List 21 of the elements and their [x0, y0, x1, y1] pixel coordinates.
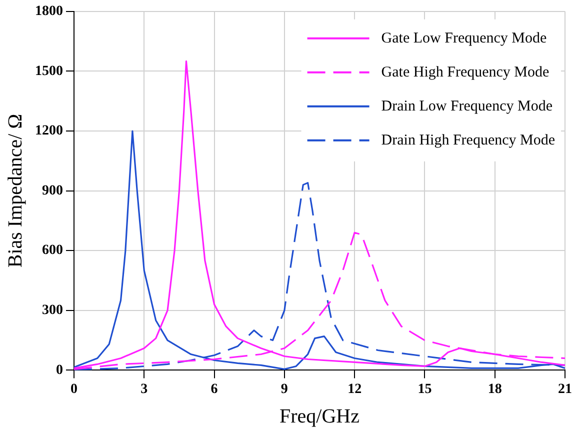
y-tick-label: 1500: [35, 64, 63, 79]
y-tick-label: 0: [56, 362, 63, 378]
legend-label: Drain Low Frequency Mode: [381, 98, 553, 114]
x-tick-label: 3: [140, 382, 148, 398]
legend-label: Gate Low Frequency Mode: [381, 30, 547, 46]
y-tick-label: 1800: [35, 4, 63, 20]
legend-label: Gate High Frequency Mode: [381, 64, 550, 80]
y-tick-label: 300: [42, 303, 63, 318]
legend-label: Drain High Frequency Mode: [381, 132, 556, 148]
x-tick-label: 0: [70, 382, 78, 398]
x-tick-label: 9: [280, 382, 288, 398]
y-tick-label: 1200: [35, 124, 63, 139]
x-tick-label: 6: [210, 382, 218, 398]
x-tick-label: 21: [558, 382, 572, 398]
x-axis-title: Freq/GHz: [280, 405, 360, 428]
x-tick-label: 15: [418, 382, 432, 398]
x-tick-label: 12: [348, 382, 362, 398]
y-tick-label: 600: [42, 243, 63, 258]
y-tick-label: 900: [42, 183, 63, 198]
y-axis-title: Bias Impedance/ Ω: [4, 114, 26, 268]
x-tick-label: 18: [488, 382, 502, 398]
